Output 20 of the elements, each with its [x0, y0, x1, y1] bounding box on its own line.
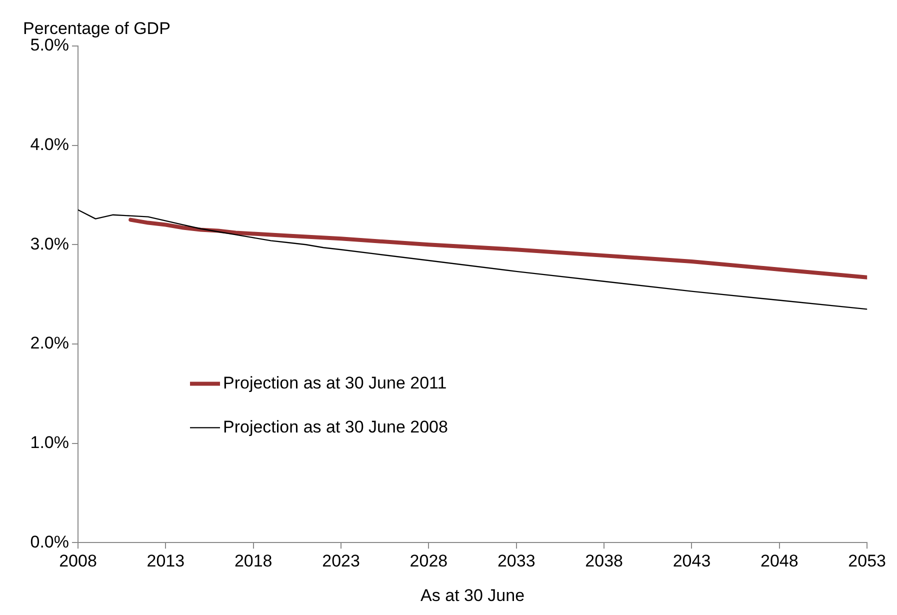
x-tick-label: 2028	[410, 551, 448, 570]
y-axis-title: Percentage of GDP	[23, 19, 170, 38]
x-tick-label: 2018	[234, 551, 272, 570]
x-tick-label: 2033	[497, 551, 536, 570]
legend-label: Projection as at 30 June 2008	[223, 417, 448, 436]
legend-label: Projection as at 30 June 2011	[223, 373, 447, 392]
y-tick-label: 3.0%	[30, 234, 69, 254]
y-tick-label: 5.0%	[30, 36, 69, 55]
x-tick-label: 2023	[322, 551, 360, 570]
y-tick-label: 0.0%	[30, 532, 69, 552]
x-tick-label: 2053	[848, 551, 886, 570]
y-tick-label: 1.0%	[30, 432, 69, 452]
x-tick-label: 2043	[672, 551, 711, 570]
x-tick-label: 2008	[59, 551, 97, 570]
y-tick-label: 2.0%	[30, 334, 69, 353]
y-tick-label: 4.0%	[30, 135, 69, 154]
x-tick-label: 2038	[585, 551, 623, 570]
x-axis-title: As at 30 June	[420, 586, 525, 606]
x-tick-label: 2048	[760, 551, 798, 570]
x-tick-label: 2013	[146, 551, 185, 570]
